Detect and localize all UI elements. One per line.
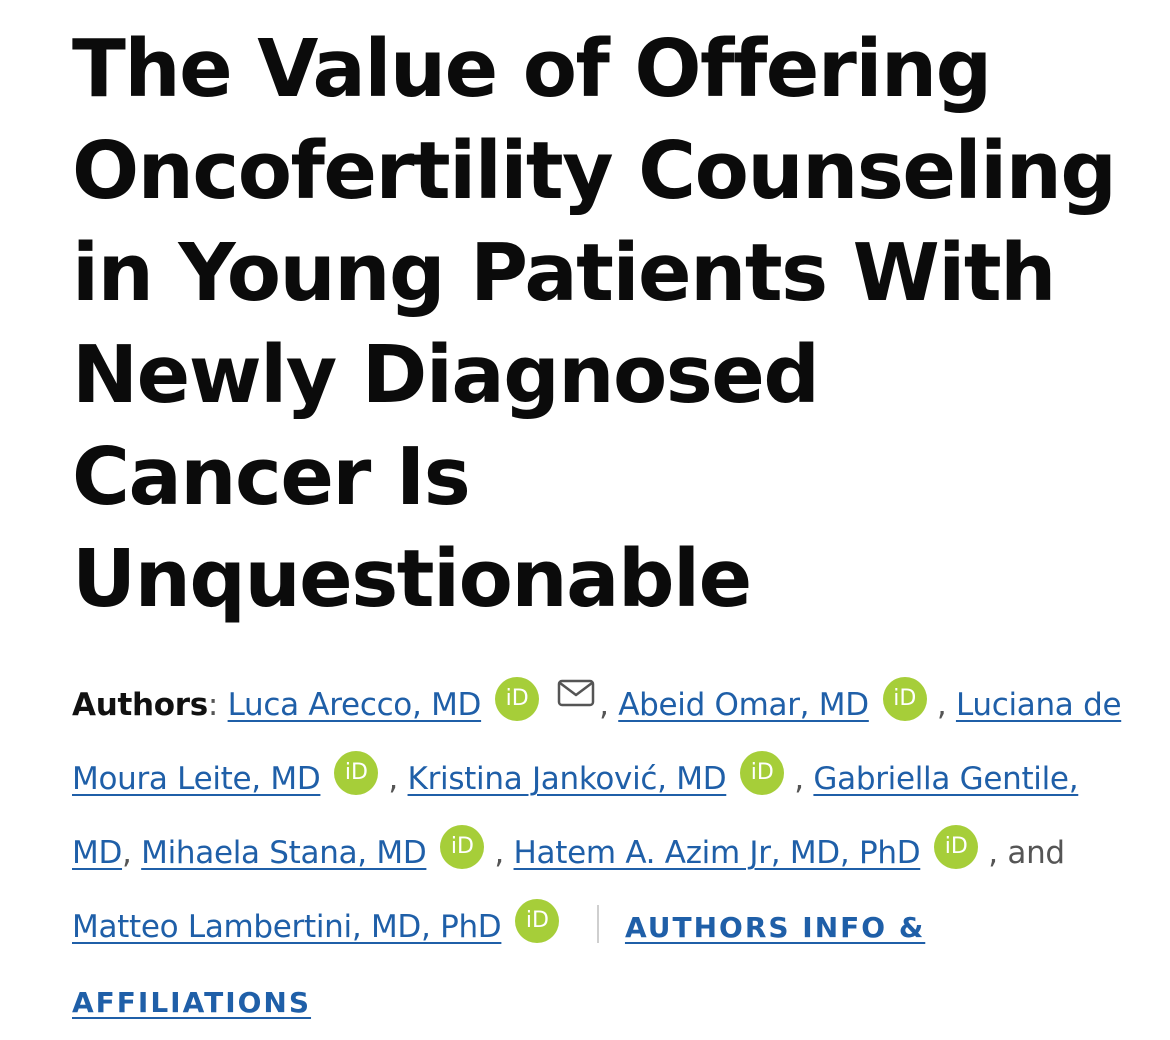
author-link[interactable]: Gabriella Gentile, MD — [72, 761, 1079, 871]
author-separator: , — [599, 687, 609, 723]
author-separator: , and — [988, 835, 1065, 871]
author-link[interactable]: Mihaela Stana, MD — [141, 835, 427, 871]
authors-colon: : — [207, 687, 219, 723]
divider — [596, 905, 599, 943]
orcid-icon[interactable]: iD — [334, 751, 379, 795]
author-items: Luca Arecco, MD iD, Abeid Omar, MD iD, Luc… — [72, 677, 1122, 945]
author-separator: , — [122, 835, 132, 871]
orcid-icon[interactable]: iD — [934, 825, 979, 869]
orcid-icon[interactable]: iD — [495, 677, 540, 721]
orcid-icon[interactable]: iD — [740, 751, 785, 795]
authors-label: Authors — [72, 687, 208, 723]
orcid-icon[interactable]: iD — [515, 899, 560, 943]
orcid-icon[interactable]: iD — [882, 677, 927, 721]
author-separator: , — [794, 761, 804, 797]
article-header: The Value of Offering Oncofertility Coun… — [72, 0, 1132, 1040]
author-link[interactable]: Luciana de Moura Leite, MD — [72, 687, 1122, 797]
author-separator: , — [936, 687, 947, 723]
authors-list: Authors: Luca Arecco, MD iD, Abeid Omar, … — [72, 668, 1132, 1040]
author-link[interactable]: Hatem A. Azim Jr, MD, PhD — [513, 835, 921, 871]
author-link[interactable]: Matteo Lambertini, MD, PhD — [72, 909, 502, 945]
author-link[interactable]: Luca Arecco, MD — [227, 687, 482, 723]
orcid-icon[interactable]: iD — [440, 825, 485, 869]
author-link[interactable]: Kristina Janković, MD — [407, 761, 727, 797]
mail-icon[interactable] — [557, 679, 595, 707]
author-separator: , — [388, 761, 398, 797]
article-title: The Value of Offering Oncofertility Coun… — [72, 23, 1117, 625]
author-separator: , — [494, 835, 504, 871]
author-link[interactable]: Abeid Omar, MD — [618, 687, 869, 723]
